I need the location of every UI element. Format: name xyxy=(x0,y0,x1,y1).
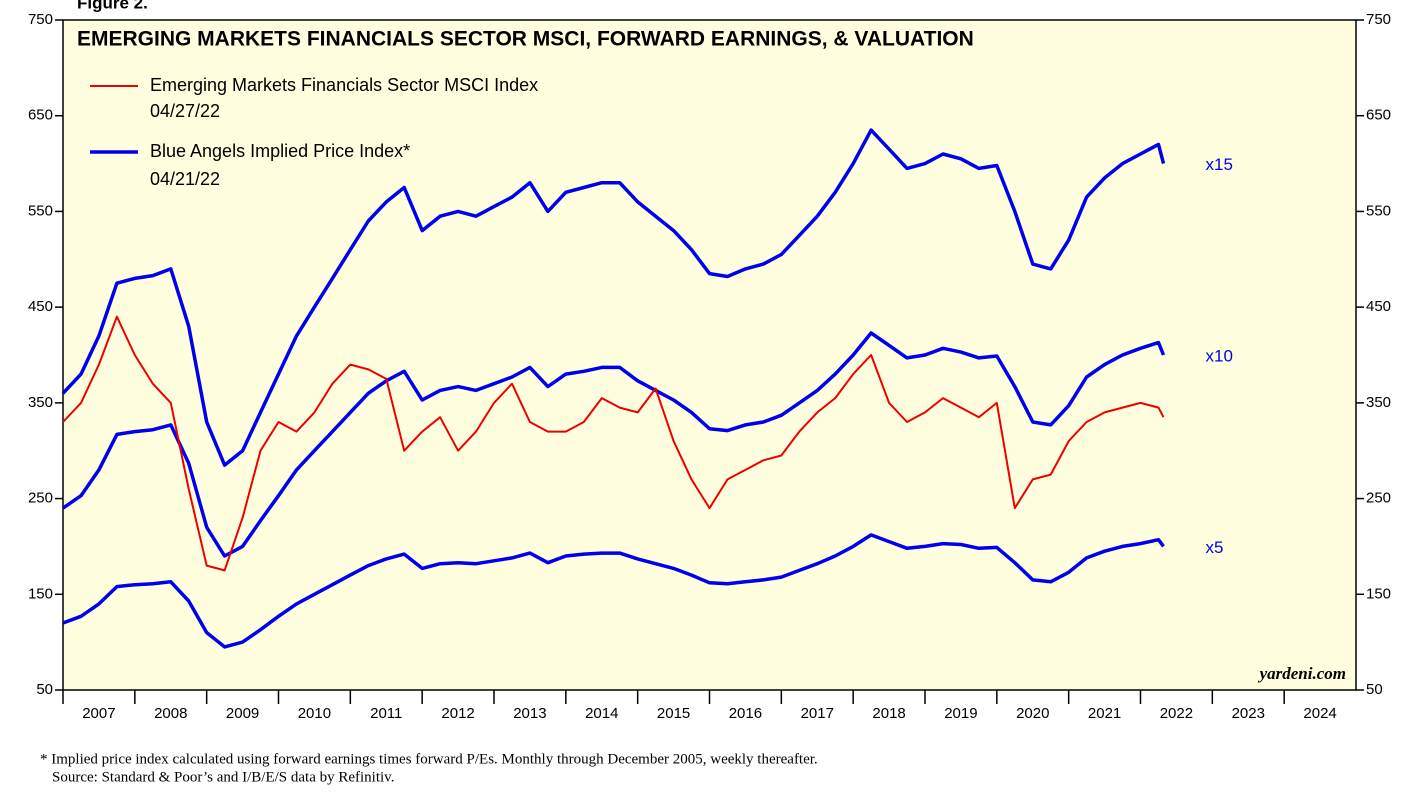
y-tick-label: 250 xyxy=(28,490,53,507)
x-tick-label: 2023 xyxy=(1232,705,1265,722)
x-tick-label: 2011 xyxy=(370,705,402,722)
legend-date: 04/21/22 xyxy=(150,169,220,189)
series-line xyxy=(62,533,1165,649)
x-tick-label: 2015 xyxy=(657,705,690,722)
x-tick-label: 2008 xyxy=(154,705,187,722)
x-tick-label: 2014 xyxy=(585,705,618,722)
y-tick-label: 50 xyxy=(36,681,53,698)
x-tick-label: 2018 xyxy=(872,705,905,722)
legend-label: Emerging Markets Financials Sector MSCI … xyxy=(150,75,538,95)
x-tick-label: 2012 xyxy=(441,705,474,722)
x-tick-label: 2013 xyxy=(513,705,546,722)
x-tick-label: 2016 xyxy=(729,705,762,722)
chart-title: EMERGING MARKETS FINANCIALS SECTOR MSCI,… xyxy=(77,28,974,51)
x-tick-label: 2010 xyxy=(298,705,331,722)
annotation: x10 xyxy=(1205,346,1232,365)
series-line xyxy=(62,315,1165,572)
y-tick-label: 550 xyxy=(28,202,53,219)
x-tick-label: 2019 xyxy=(944,705,977,722)
footnote: Source: Standard & Poor’s and I/B/E/S da… xyxy=(52,769,394,785)
y2-tick-label: 50 xyxy=(1366,681,1383,698)
series-line xyxy=(61,128,1166,467)
legend-date: 04/27/22 xyxy=(150,101,220,121)
x-tick-label: 2024 xyxy=(1303,705,1336,722)
y-tick-label: 650 xyxy=(28,107,53,124)
y-tick-label: 150 xyxy=(28,585,53,602)
y-tick-label: 350 xyxy=(28,394,53,411)
watermark: yardeni.com xyxy=(1258,664,1346,683)
x-tick-label: 2021 xyxy=(1088,705,1121,722)
y2-tick-label: 650 xyxy=(1366,107,1391,124)
figure-label: Figure 2. xyxy=(77,0,148,12)
legend-label: Blue Angels Implied Price Index* xyxy=(150,141,410,161)
series-line xyxy=(62,331,1166,558)
footnote: * Implied price index calculated using f… xyxy=(40,751,818,767)
annotation: x15 xyxy=(1205,155,1232,174)
y-tick-label: 750 xyxy=(28,11,53,28)
y2-tick-label: 250 xyxy=(1366,490,1391,507)
plot-area xyxy=(62,19,1357,691)
y2-tick-label: 350 xyxy=(1366,394,1391,411)
x-tick-label: 2009 xyxy=(226,705,259,722)
y2-tick-label: 550 xyxy=(1366,202,1391,219)
y2-tick-label: 450 xyxy=(1366,298,1391,315)
y2-tick-label: 150 xyxy=(1366,585,1391,602)
x-tick-label: 2020 xyxy=(1016,705,1049,722)
x-tick-label: 2017 xyxy=(801,705,834,722)
x-tick-label: 2022 xyxy=(1160,705,1193,722)
annotation: x5 xyxy=(1205,538,1223,557)
x-tick-label: 2007 xyxy=(82,705,115,722)
y2-tick-label: 750 xyxy=(1366,11,1391,28)
y-tick-label: 450 xyxy=(28,298,53,315)
